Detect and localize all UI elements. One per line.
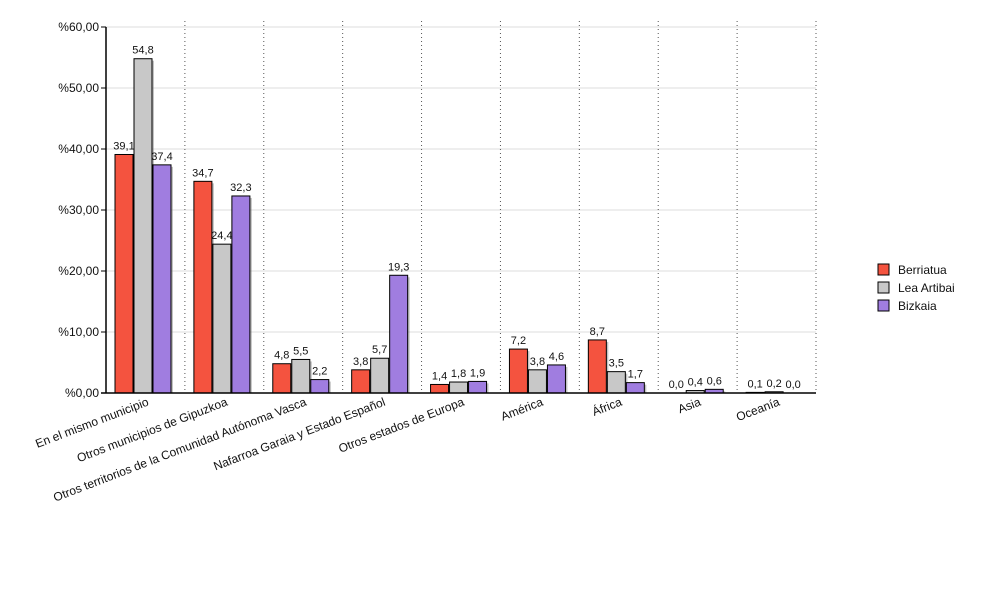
bar <box>273 364 291 393</box>
legend-label: Berriatua <box>898 263 947 277</box>
bar <box>153 165 171 393</box>
bar <box>194 181 212 393</box>
data-label: 1,8 <box>451 368 466 380</box>
data-label: 2,2 <box>312 366 327 378</box>
data-label: 5,5 <box>293 345 308 357</box>
category-label: Asia <box>676 395 703 417</box>
legend-label: Bizkaia <box>898 299 937 313</box>
y-tick-label: %50,00 <box>58 81 99 95</box>
bar <box>588 340 606 393</box>
bar <box>134 59 152 393</box>
bar <box>431 384 449 393</box>
data-label: 0,6 <box>707 375 722 387</box>
bar <box>547 365 565 393</box>
data-label: 1,7 <box>628 369 643 381</box>
data-label: 4,6 <box>549 351 564 363</box>
data-label: 34,7 <box>192 167 213 179</box>
data-label: 0,0 <box>785 379 800 391</box>
bar <box>469 381 487 393</box>
bar <box>390 275 408 393</box>
bar <box>371 358 389 393</box>
bar <box>292 359 310 393</box>
bar <box>509 349 527 393</box>
category-label: América <box>499 395 545 424</box>
data-label: 0,1 <box>747 378 762 390</box>
bar <box>115 154 133 393</box>
data-label: 1,9 <box>470 367 485 379</box>
y-tick-label: %20,00 <box>58 264 99 278</box>
bar <box>607 372 625 393</box>
y-tick-label: %60,00 <box>58 20 99 34</box>
legend-label: Lea Artibai <box>898 281 955 295</box>
data-label: 37,4 <box>151 151 172 163</box>
data-label: 3,8 <box>530 356 545 368</box>
data-label: 8,7 <box>590 326 605 338</box>
y-tick-label: %40,00 <box>58 142 99 156</box>
y-tick-label: %10,00 <box>58 325 99 339</box>
bar <box>232 196 250 393</box>
data-label: 24,4 <box>211 230 232 242</box>
legend-swatch <box>878 264 889 275</box>
y-tick-label: %0,00 <box>65 386 99 400</box>
y-tick-label: %30,00 <box>58 203 99 217</box>
data-label: 5,7 <box>372 344 387 356</box>
bar <box>450 382 468 393</box>
data-label: 3,8 <box>353 356 368 368</box>
category-label: Oceanía <box>734 395 782 424</box>
data-label: 1,4 <box>432 370 447 382</box>
data-label: 0,2 <box>766 378 781 390</box>
data-label: 0,0 <box>669 379 684 391</box>
data-label: 4,8 <box>274 350 289 362</box>
category-label: África <box>590 394 624 419</box>
bar <box>626 383 644 393</box>
data-label: 54,8 <box>132 45 153 57</box>
bar <box>352 370 370 393</box>
bar <box>311 380 329 393</box>
data-label: 3,5 <box>609 358 624 370</box>
legend-swatch <box>878 282 889 293</box>
bar <box>528 370 546 393</box>
data-label: 19,3 <box>388 261 409 273</box>
bar <box>213 244 231 393</box>
data-label: 32,3 <box>230 182 251 194</box>
data-label: 7,2 <box>511 335 526 347</box>
data-label: 39,1 <box>113 140 134 152</box>
data-label: 0,4 <box>688 377 703 389</box>
legend-swatch <box>878 300 889 311</box>
